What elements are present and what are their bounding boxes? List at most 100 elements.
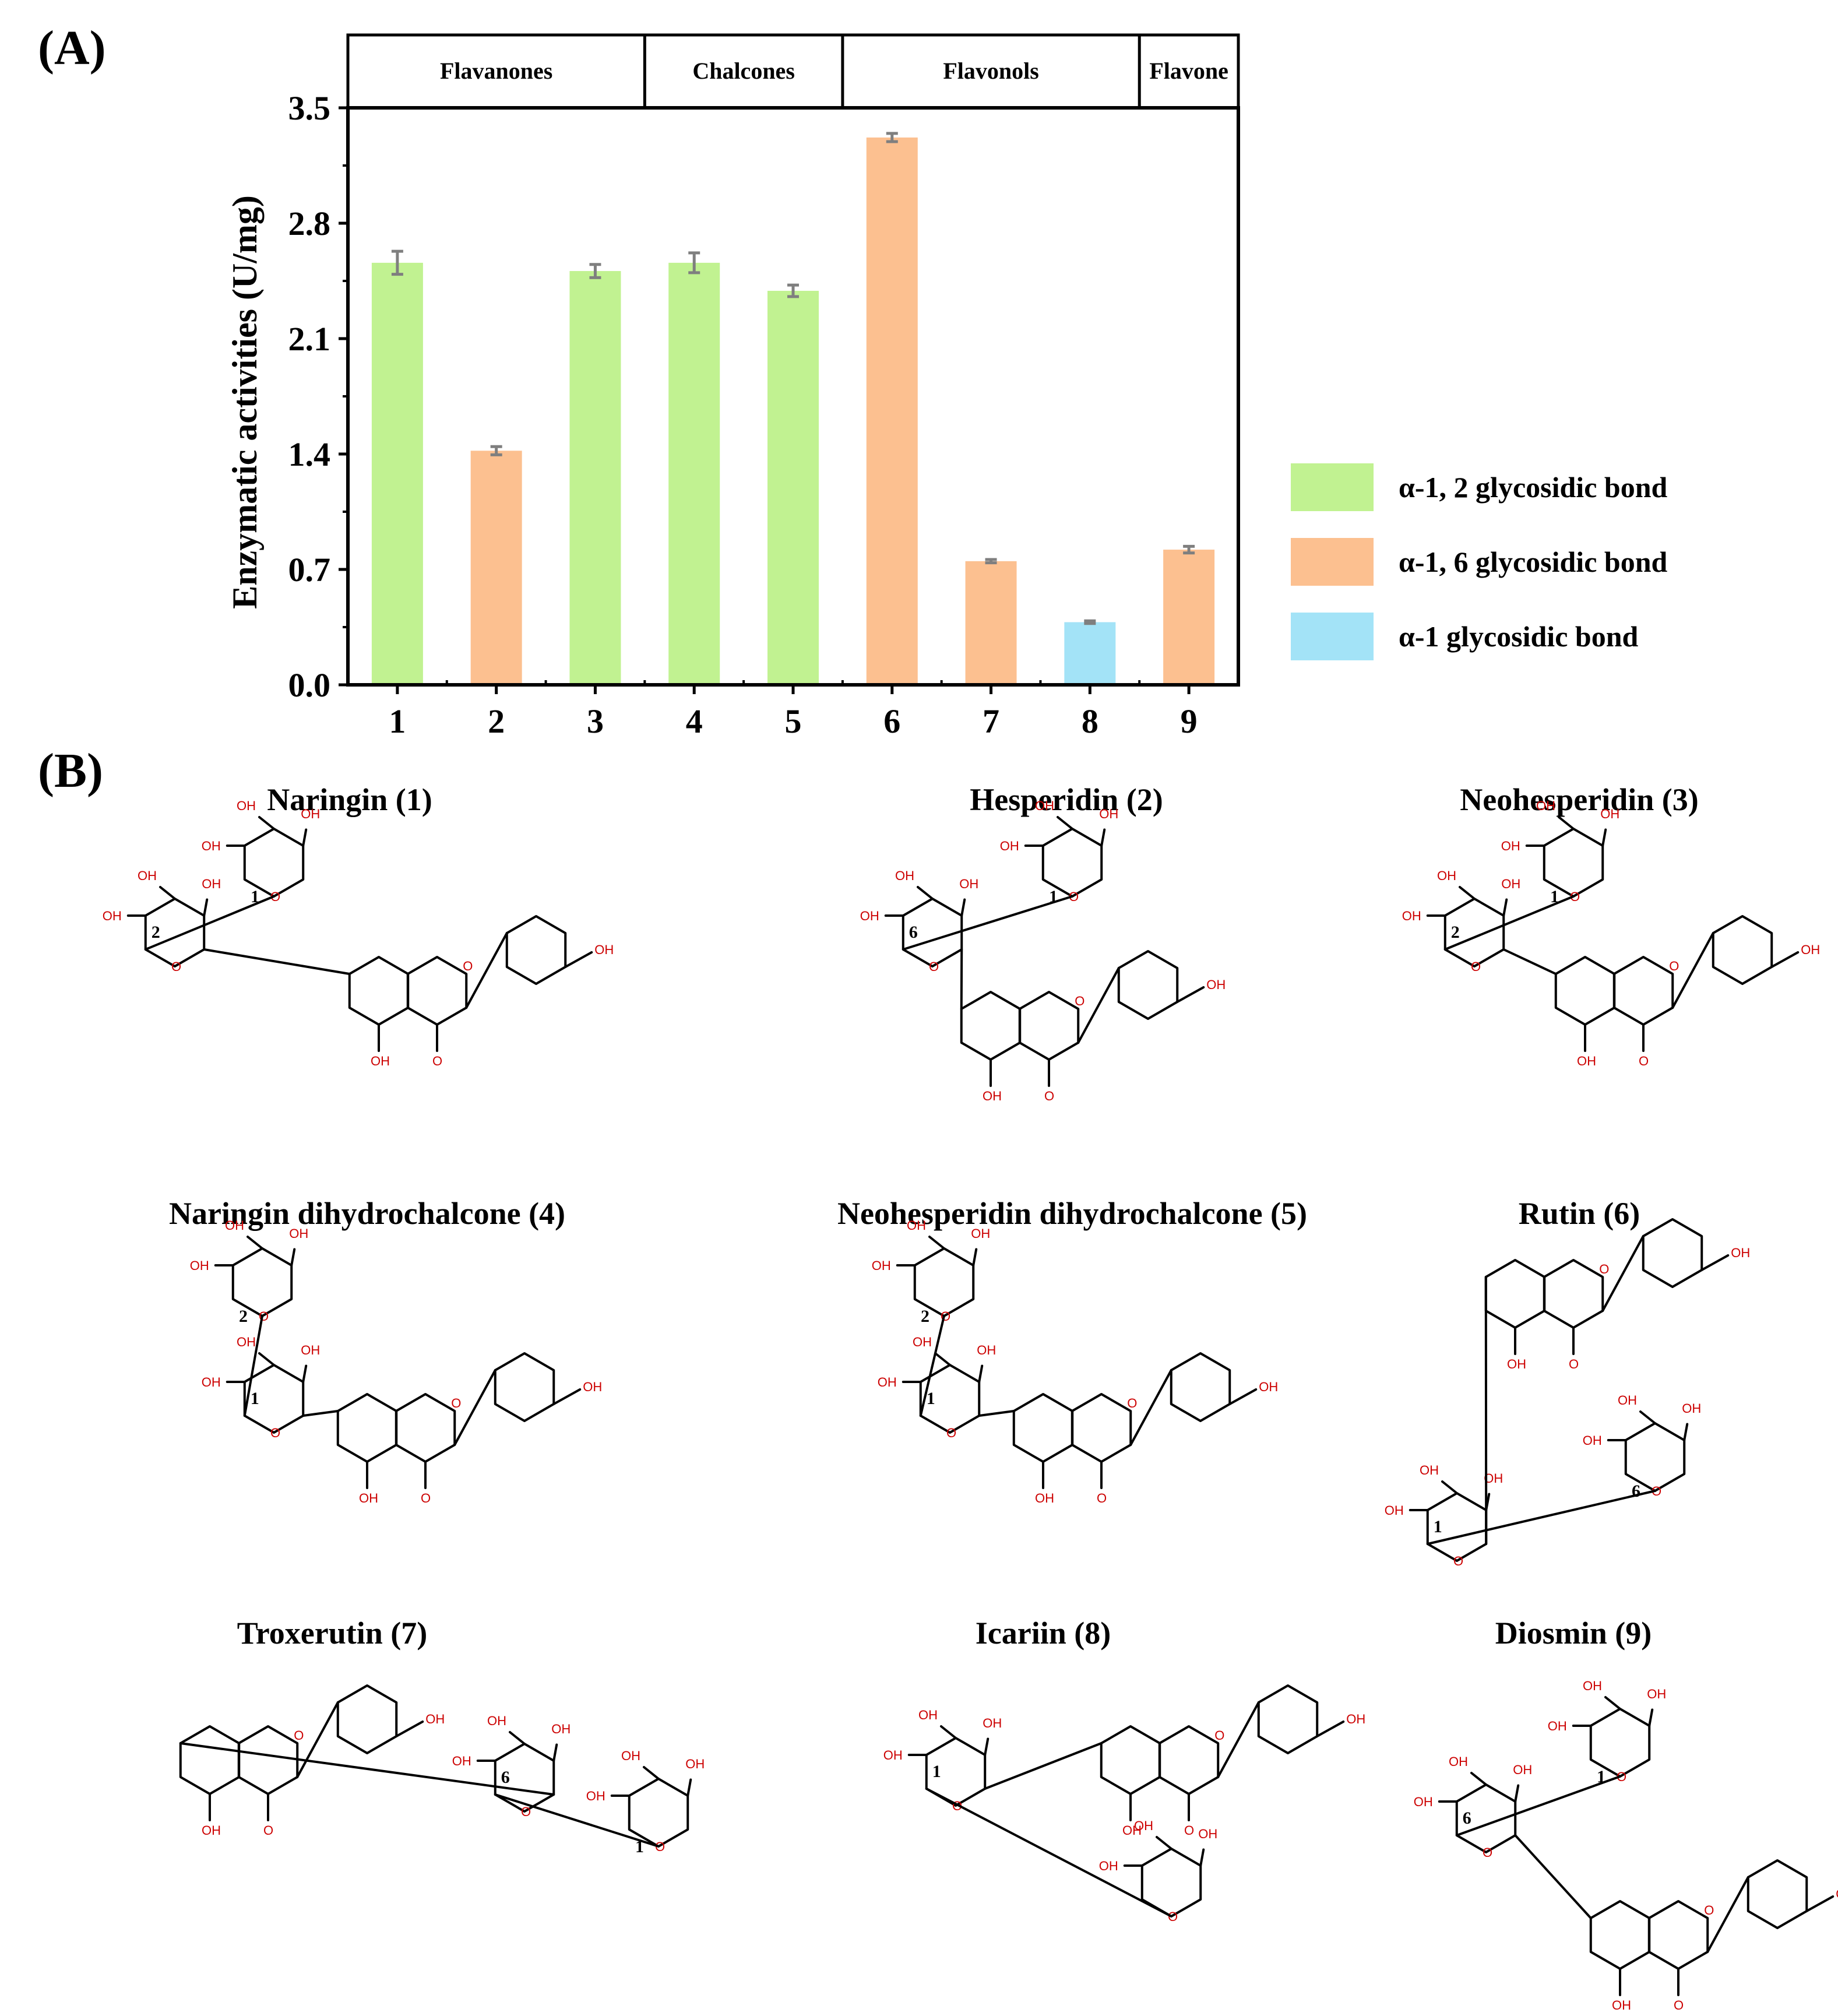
- ring-oxygen: O: [270, 889, 280, 904]
- bond: [1470, 1772, 1487, 1786]
- bond: [1558, 816, 1575, 830]
- ring: [179, 1725, 241, 1795]
- bond: [509, 1731, 526, 1745]
- bar: [767, 290, 819, 685]
- bond: [1228, 1388, 1258, 1405]
- glycosidic-bond: [144, 895, 275, 951]
- hydroxyl: OH: [1437, 868, 1456, 883]
- hydroxyl: OH: [1449, 1754, 1468, 1769]
- hydroxyl: OH: [977, 1343, 996, 1357]
- ring: [1117, 950, 1179, 1020]
- bond: [453, 1369, 497, 1446]
- x-axis: 1 2 3 4 5 6 7 8 9: [389, 680, 1198, 740]
- ring: [348, 956, 410, 1026]
- x-tick-label: 5: [785, 702, 802, 740]
- bond: [159, 886, 176, 900]
- glycosidic-bond: [203, 948, 351, 975]
- panel-b-label: (B): [38, 744, 103, 798]
- y-tick-label: 1.4: [288, 435, 331, 473]
- glycosidic-bond: [1443, 895, 1575, 951]
- compound-structure: Naringin (1) O OH OH OH O OH OH OH O O OH OH 2 1: [103, 782, 614, 1068]
- bar: [965, 561, 1017, 685]
- ring: [960, 991, 1022, 1061]
- hydroxyl: OH: [452, 1754, 471, 1768]
- hydroxyl: OH: [1206, 977, 1226, 992]
- ring: [1012, 1393, 1074, 1463]
- glycosidic-bond: [494, 1793, 660, 1848]
- ring-oxygen: O: [946, 1426, 956, 1440]
- hydroxyl: OH: [583, 1380, 602, 1394]
- error-bar: [391, 249, 403, 276]
- linkage-position: 1: [932, 1762, 941, 1781]
- hydroxyl: OH: [1134, 1818, 1153, 1833]
- hydroxyl: OH: [1402, 909, 1421, 923]
- bond: [1100, 828, 1106, 847]
- ring-oxygen: O: [1599, 1262, 1609, 1276]
- y-tick-label: 3.5: [288, 89, 331, 127]
- bar: [1064, 622, 1116, 685]
- hydroxyl: OH: [878, 1375, 897, 1389]
- hydroxyl: OH: [1198, 1827, 1217, 1841]
- compound-name: Rutin (6): [1519, 1196, 1640, 1231]
- linkage-position: 1: [251, 1389, 259, 1408]
- x-tick-label: 4: [686, 702, 703, 740]
- hydroxyl: OH: [202, 839, 221, 853]
- ring-oxygen: O: [1570, 889, 1580, 904]
- compound-name: Diosmin (9): [1495, 1616, 1652, 1651]
- bond: [1176, 986, 1205, 1003]
- glycosidic-bond: [1502, 948, 1557, 975]
- carbonyl-oxygen: O: [421, 1491, 431, 1505]
- ring: [336, 1684, 398, 1754]
- bond: [564, 951, 593, 968]
- compound-structure: Hesperidin (2) O OH OH OH O OH OH OH O O OH OH 6 1: [860, 782, 1226, 1103]
- bond: [552, 1388, 582, 1405]
- bond: [978, 1364, 984, 1383]
- glycosidic-bond: [984, 1742, 1103, 1790]
- ring: [1589, 1900, 1651, 1970]
- error-bar: [886, 132, 898, 143]
- linkage-position: 1: [1597, 1767, 1605, 1786]
- legend-swatch: [1291, 613, 1374, 660]
- x-tick-label: 1: [389, 702, 406, 740]
- ring: [1642, 1218, 1703, 1288]
- compound-structure: Neohesperidin (3) O OH OH OH O OH OH OH O O OH OH 2 1: [1402, 782, 1820, 1068]
- y-tick-label: 2.8: [288, 205, 331, 242]
- linkage-position: 1: [1550, 887, 1559, 906]
- ring-oxygen: O: [463, 959, 473, 973]
- linkage-position: 2: [152, 923, 160, 942]
- bar: [1163, 550, 1215, 685]
- hydroxyl: OH: [685, 1757, 705, 1771]
- hydroxyl: OH: [971, 1226, 990, 1241]
- bond: [1077, 967, 1120, 1044]
- bond: [1129, 1369, 1172, 1446]
- ring: [231, 1247, 293, 1317]
- error-bar: [1084, 619, 1096, 625]
- hydroxyl: OH: [1122, 1823, 1142, 1838]
- ring: [1041, 828, 1103, 898]
- legend: α-1, 2 glycosidic bond α-1, 6 glycosidic …: [1291, 463, 1667, 660]
- ring: [1712, 915, 1773, 985]
- error-bar-group: [391, 132, 1195, 625]
- error-bar: [985, 558, 997, 565]
- bond: [302, 1364, 308, 1383]
- hydroxyl: OH: [1099, 1859, 1118, 1873]
- ring: [1170, 1352, 1231, 1422]
- compound-name: Naringin dihydrochalcone (4): [169, 1196, 565, 1231]
- hydroxyl: OH: [487, 1714, 506, 1728]
- plot-frame: [346, 106, 1240, 687]
- carbonyl-oxygen: O: [1097, 1491, 1107, 1505]
- compound-name: Troxerutin (7): [237, 1616, 427, 1651]
- bond: [1706, 1876, 1749, 1953]
- carbonyl-oxygen: O: [1569, 1357, 1579, 1371]
- ring-oxygen: O: [1075, 994, 1085, 1008]
- y-tick-label: 0.0: [288, 666, 331, 704]
- hydroxyl: OH: [1346, 1712, 1365, 1726]
- glycosidic-bond: [179, 1742, 555, 1796]
- hydroxyl: OH: [586, 1789, 605, 1803]
- hydroxyl: OH: [202, 877, 221, 891]
- error-bar: [787, 283, 799, 298]
- legend-swatch: [1291, 463, 1374, 511]
- ring-oxygen: O: [655, 1839, 665, 1854]
- hydroxyl: OH: [1259, 1380, 1278, 1394]
